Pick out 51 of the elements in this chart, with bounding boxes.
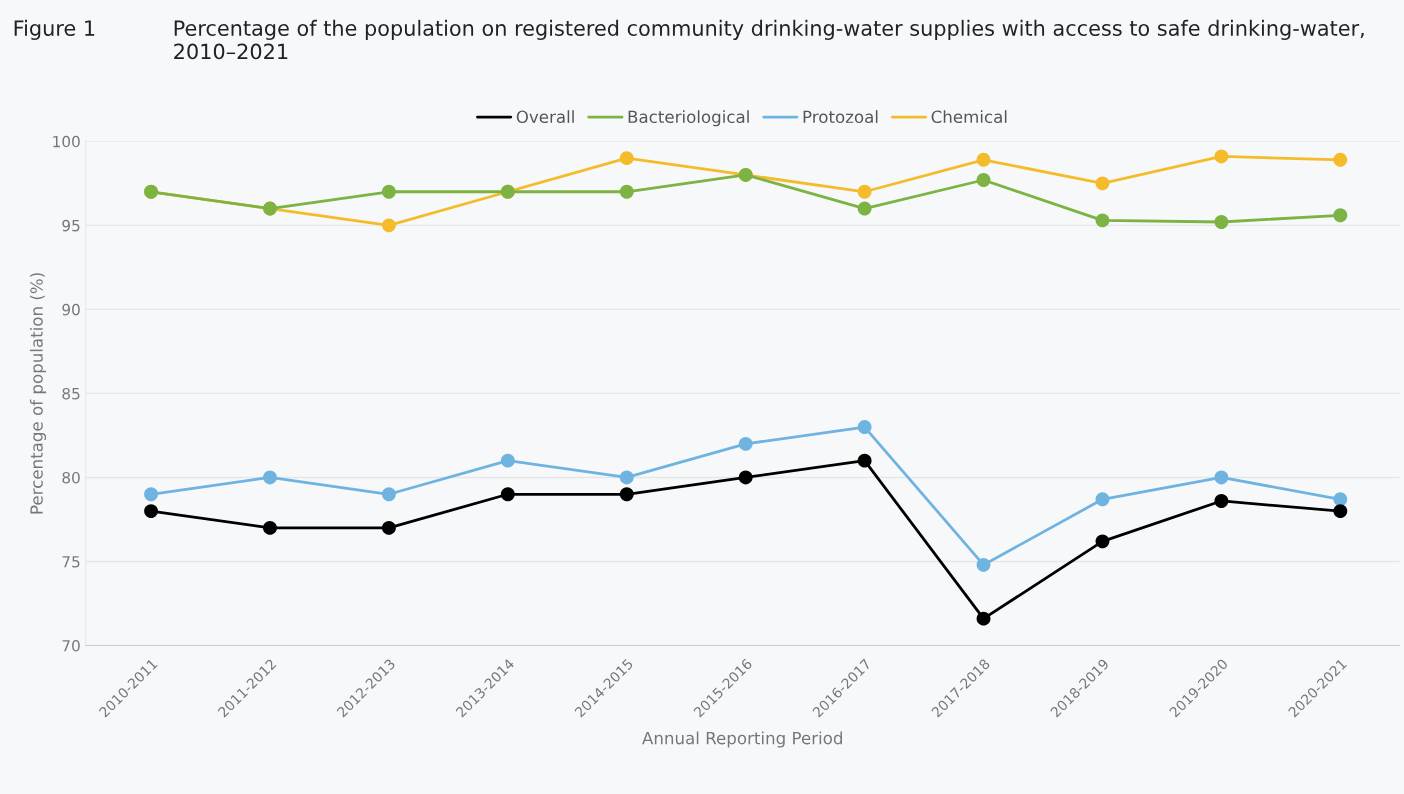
x-axis-title: Annual Reporting Period [642, 731, 842, 748]
legend-label: Protozoal [803, 110, 878, 124]
legend-label: Overall [516, 110, 574, 124]
point [381, 520, 396, 535]
point [1333, 504, 1348, 519]
point [144, 487, 158, 502]
caption: Figure 1 [14, 19, 95, 41]
point [738, 470, 753, 485]
point [500, 453, 515, 468]
point [1333, 152, 1348, 167]
point [381, 184, 396, 199]
point [857, 420, 872, 434]
point [1095, 176, 1110, 191]
point [857, 453, 872, 468]
point [1095, 534, 1110, 549]
chart-title: Percentage of the population on registered community drinking-water supplies with access to safe drinking-water, 2010–2021 [174, 19, 1364, 60]
y-axis-title: Percentage of population (%) [29, 273, 47, 514]
point [857, 201, 872, 216]
point [1214, 494, 1229, 508]
legend-label: Bacteriological [628, 110, 749, 127]
point [1095, 213, 1110, 228]
point [1333, 208, 1348, 223]
point [1214, 149, 1229, 164]
point [381, 218, 396, 233]
point [619, 487, 634, 502]
point [976, 611, 991, 626]
point [976, 557, 991, 572]
point [976, 152, 991, 167]
point [263, 520, 277, 535]
point [1214, 215, 1229, 229]
y-tick-label: 70 [62, 639, 80, 652]
point [976, 173, 991, 187]
point [1214, 470, 1229, 485]
point [500, 487, 515, 502]
point [263, 470, 277, 485]
point [619, 151, 634, 166]
point [381, 487, 396, 502]
point [857, 184, 872, 199]
point [1095, 492, 1110, 507]
y-tick-label: 90 [62, 303, 80, 316]
point [738, 436, 753, 451]
y-tick-label: 85 [62, 387, 80, 400]
y-tick-label: 100 [53, 135, 80, 148]
point [1333, 492, 1348, 507]
point [619, 470, 634, 485]
y-tick-label: 75 [62, 556, 80, 568]
point [619, 184, 634, 199]
legend-label: Chemical [931, 110, 1007, 124]
y-tick-label: 80 [62, 471, 80, 484]
y-tick-label: 95 [62, 219, 80, 232]
point [144, 504, 158, 519]
